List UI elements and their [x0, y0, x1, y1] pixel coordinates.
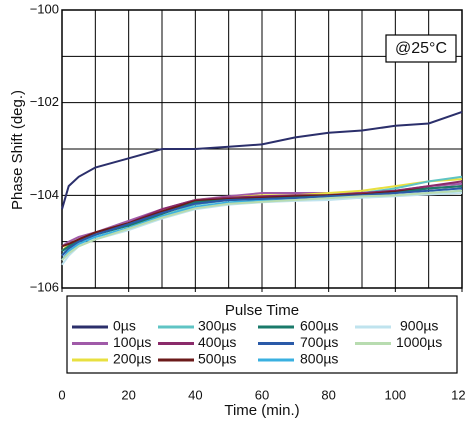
series-line [61, 110, 463, 210]
annotation-box [385, 34, 457, 63]
legend-label: 900µs [400, 318, 438, 334]
x-tick-label: 0 [58, 387, 65, 402]
x-tick-label: 20 [121, 387, 135, 402]
annotation: @25°C [395, 40, 447, 57]
y-axis-label: Phase Shift (deg.) [9, 90, 26, 210]
legend-label: 200µs [113, 351, 151, 367]
legend-label: 500µs [198, 351, 236, 367]
x-axis-label: Time (min.) [224, 402, 299, 419]
x-tick-label: 120 [451, 387, 465, 402]
y-tick-label: −100 [30, 1, 59, 16]
series-line [61, 189, 463, 261]
legend-title: Pulse Time [225, 302, 299, 319]
legend-label: 300µs [198, 318, 236, 334]
legend-label: 0µs [113, 318, 136, 334]
x-tick-label: 40 [188, 387, 202, 402]
legend-label: 800µs [300, 351, 338, 367]
y-tick-label: −104 [30, 187, 59, 202]
series-line [61, 187, 463, 257]
legend-label: 1000µs [396, 334, 442, 350]
x-tick-label: 80 [321, 387, 335, 402]
x-tick-label: 100 [384, 387, 406, 402]
y-tick-label: −102 [30, 94, 59, 109]
x-tick-label: 60 [255, 387, 269, 402]
y-tick-label: −106 [30, 279, 59, 294]
legend-label: 400µs [198, 334, 236, 350]
legend-label: 600µs [300, 318, 338, 334]
legend-label: 100µs [113, 334, 151, 350]
legend-label: 700µs [300, 334, 338, 350]
